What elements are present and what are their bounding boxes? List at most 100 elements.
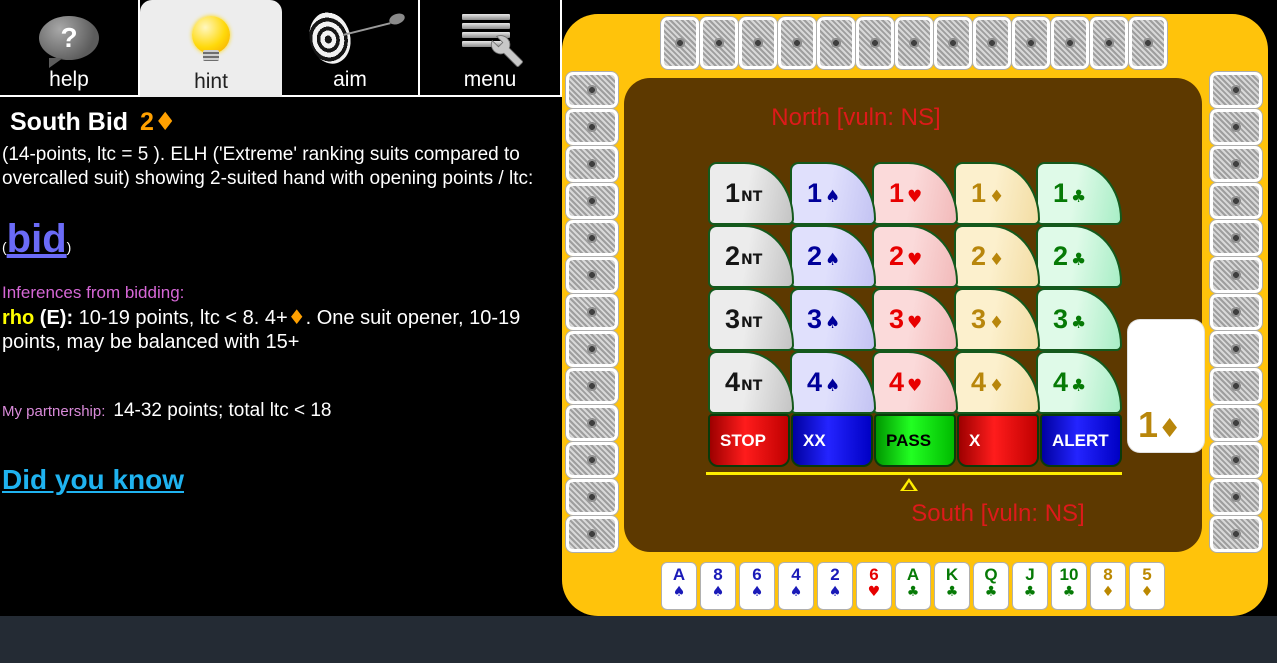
- tab-bar: ? help hint aim menu: [0, 0, 562, 97]
- hand-card-4-spade[interactable]: 4 ♠: [778, 562, 814, 610]
- card-back: [817, 17, 855, 69]
- rho-inference: rho (E): 10-19 points, ltc < 8. 4+♦. One…: [2, 305, 521, 353]
- heart-suit-icon: ♥: [867, 584, 881, 600]
- hand-card-8-spade[interactable]: 8 ♠: [700, 562, 736, 610]
- bid-card-1-spade[interactable]: 1 ♠: [790, 162, 876, 225]
- card-back: [1210, 479, 1262, 515]
- turn-indicator-icon: [900, 478, 918, 491]
- bid-card-3-diamond[interactable]: 3 ♦: [954, 288, 1040, 351]
- bid-card-3-club[interactable]: 3 ♣: [1036, 288, 1122, 351]
- hand-card-Q-club[interactable]: Q ♣: [973, 562, 1009, 610]
- hand-card-2-spade[interactable]: 2 ♠: [817, 562, 853, 610]
- card-back: [1210, 146, 1262, 182]
- card-back: [566, 72, 618, 108]
- bid-card-4-diamond[interactable]: 4 ♦: [954, 351, 1040, 414]
- tab-aim[interactable]: aim: [282, 0, 420, 97]
- card-back: [566, 294, 618, 330]
- card-back: [566, 442, 618, 478]
- pass-button[interactable]: PASS: [874, 414, 956, 467]
- bid-card-4-spade[interactable]: 4 ♠: [790, 351, 876, 414]
- north-seat-label: North [vuln: NS]: [771, 104, 941, 131]
- bid-card-2-nt[interactable]: 2 NT: [708, 225, 794, 288]
- bridge-table-area: North [vuln: NS] South [vuln: NS] 1 NT 1 ♠ 1…: [562, 14, 1268, 616]
- hand-card-K-club[interactable]: K ♣: [934, 562, 970, 610]
- club-suit-icon: ♣: [1062, 584, 1076, 600]
- card-back: [566, 331, 618, 367]
- hand-card-10-club[interactable]: 10 ♣: [1051, 562, 1087, 610]
- bid-card-2-diamond[interactable]: 2 ♦: [954, 225, 1040, 288]
- bid-card-4-club[interactable]: 4 ♣: [1036, 351, 1122, 414]
- card-back: [1210, 72, 1262, 108]
- tab-help[interactable]: ? help: [0, 0, 140, 97]
- stop-button[interactable]: STOP: [708, 414, 790, 467]
- x-button[interactable]: X: [957, 414, 1039, 467]
- card-back: [1090, 17, 1128, 69]
- card-back: [778, 17, 816, 69]
- bid-card-3-heart[interactable]: 3 ♥: [872, 288, 958, 351]
- card-back: [566, 109, 618, 145]
- xx-button[interactable]: XX: [791, 414, 873, 467]
- card-back: [934, 17, 972, 69]
- alert-button[interactable]: ALERT: [1040, 414, 1122, 467]
- card-back: [1210, 183, 1262, 219]
- bid-card-2-spade[interactable]: 2 ♠: [790, 225, 876, 288]
- tab-help-label: help: [49, 68, 89, 91]
- inferences-heading: Inferences from bidding:: [2, 283, 185, 302]
- card-back: [566, 146, 618, 182]
- help-icon: ?: [0, 8, 138, 68]
- card-back: [1129, 17, 1167, 69]
- bid-card-2-club[interactable]: 2 ♣: [1036, 225, 1122, 288]
- diamond-suit-icon: ♦: [287, 305, 306, 329]
- bid-card-3-nt[interactable]: 3 NT: [708, 288, 794, 351]
- club-suit-icon: ♣: [1023, 584, 1037, 600]
- card-back: [1210, 405, 1262, 441]
- hand-card-6-spade[interactable]: 6 ♠: [739, 562, 775, 610]
- card-back: [566, 257, 618, 293]
- page-title: South Bid 2♦: [10, 107, 177, 136]
- card-back: [1210, 442, 1262, 478]
- partnership-inference: My partnership: 14-32 points; total ltc <…: [2, 400, 332, 421]
- card-back: [566, 220, 618, 256]
- bidding-tray-line: [706, 472, 1122, 475]
- card-back: [1210, 109, 1262, 145]
- diamond-suit-icon: ♦: [1140, 584, 1154, 600]
- card-back: [895, 17, 933, 69]
- west-hidden-hand: [566, 72, 618, 552]
- south-seat-label: South [vuln: NS]: [911, 500, 1085, 527]
- hand-card-J-club[interactable]: J ♣: [1012, 562, 1048, 610]
- card-back: [1210, 257, 1262, 293]
- tab-menu[interactable]: menu: [420, 0, 562, 97]
- bid-card-4-heart[interactable]: 4 ♥: [872, 351, 958, 414]
- tab-hint[interactable]: hint: [140, 0, 282, 97]
- bid-card-4-nt[interactable]: 4 NT: [708, 351, 794, 414]
- did-you-know-link[interactable]: Did you know: [2, 464, 184, 495]
- bid-description: (14-points, ltc = 5 ). ELH ('Extreme' ra…: [2, 144, 534, 189]
- navigation-bar: [0, 616, 1277, 663]
- hand-card-A-spade[interactable]: A ♠: [661, 562, 697, 610]
- card-back: [973, 17, 1011, 69]
- target-icon: [282, 7, 418, 69]
- hand-card-8-diamond[interactable]: 8 ♦: [1090, 562, 1126, 610]
- diamond-suit-icon: ♦: [1101, 584, 1115, 600]
- hand-card-5-diamond[interactable]: 5 ♦: [1129, 562, 1165, 610]
- bid-card-2-heart[interactable]: 2 ♥: [872, 225, 958, 288]
- card-back: [566, 479, 618, 515]
- bid-card-1-heart[interactable]: 1 ♥: [872, 162, 958, 225]
- bid-card-1-diamond[interactable]: 1 ♦: [954, 162, 1040, 225]
- card-back: [1051, 17, 1089, 69]
- bid-card-3-spade[interactable]: 3 ♠: [790, 288, 876, 351]
- lightbulb-icon: [140, 8, 282, 68]
- card-back: [566, 516, 618, 552]
- tab-aim-label: aim: [333, 68, 367, 91]
- bid-card-1-club[interactable]: 1 ♣: [1036, 162, 1122, 225]
- spade-suit-icon: ♠: [711, 584, 725, 600]
- bid-card-1-nt[interactable]: 1 NT: [708, 162, 794, 225]
- hand-card-6-heart[interactable]: 6 ♥: [856, 562, 892, 610]
- east-hidden-hand: [1210, 72, 1262, 552]
- club-suit-icon: ♣: [945, 584, 959, 600]
- bid-link[interactable]: bid: [6, 217, 67, 261]
- club-suit-icon: ♣: [984, 584, 998, 600]
- hand-card-A-club[interactable]: A ♣: [895, 562, 931, 610]
- north-hidden-hand: [661, 17, 1167, 69]
- card-back: [566, 183, 618, 219]
